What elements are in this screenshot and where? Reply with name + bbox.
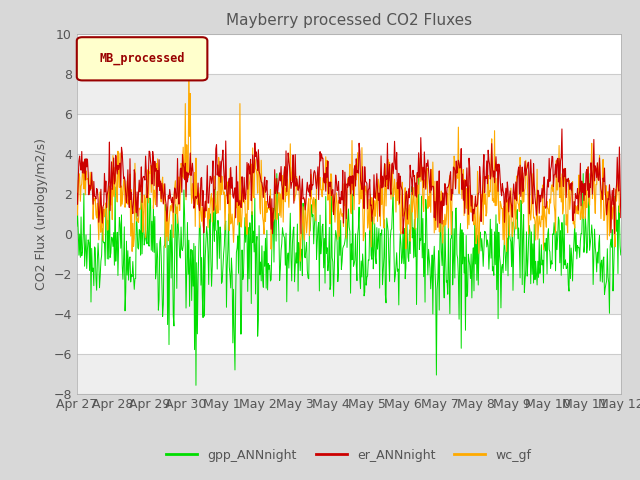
Title: Mayberry processed CO2 Fluxes: Mayberry processed CO2 Fluxes [226,13,472,28]
Y-axis label: CO2 Flux (urology/m2/s): CO2 Flux (urology/m2/s) [35,138,48,289]
Bar [77,154,621,193]
Legend: gpp_ANNnight, er_ANNnight, wc_gf: gpp_ANNnight, er_ANNnight, wc_gf [161,444,536,467]
Bar [77,274,621,313]
FancyBboxPatch shape [77,37,207,80]
Text: MB_processed: MB_processed [99,52,185,65]
Bar [77,354,621,394]
Bar [77,73,621,114]
